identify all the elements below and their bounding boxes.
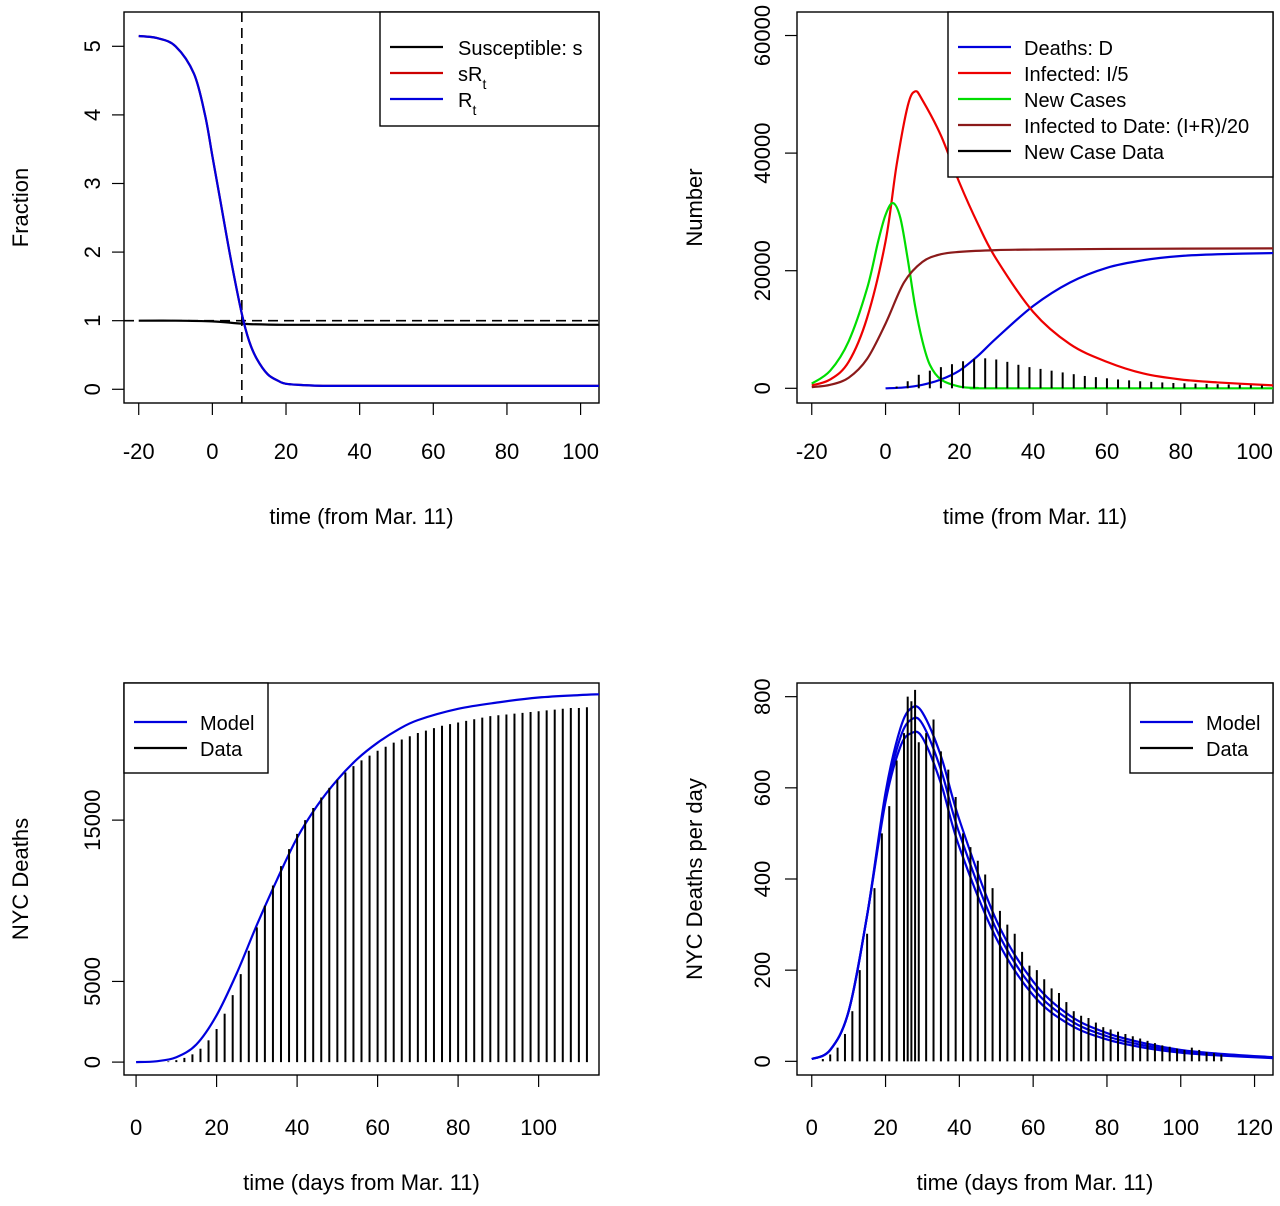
- legend-label: Infected: I/5: [1024, 64, 1129, 86]
- legend-label: Infected to Date: (I+R)/20: [1024, 116, 1249, 138]
- x-tick-label: 40: [1021, 439, 1045, 464]
- y-axis-title: NYC Deaths per day: [682, 778, 707, 980]
- legend-label: Rt: [458, 90, 476, 118]
- x-tick-label: 20: [873, 1115, 897, 1140]
- y-axis-title: NYC Deaths: [8, 818, 33, 940]
- x-tick-label: 120: [1236, 1115, 1273, 1140]
- legend: Deaths: D Infected: I/5 New Cases Infected …: [947, 11, 1274, 178]
- chart-panel-3: 0 20 40 60 80 100 0 5000 15000 time (days from Ma…: [8, 682, 600, 1195]
- legend-box: [1129, 682, 1274, 774]
- y-tick-label: 400: [750, 861, 775, 898]
- legend-box: [947, 11, 1274, 178]
- series-line-model-upper-: [811, 705, 1274, 1061]
- y-tick-label: 40000: [750, 123, 775, 184]
- y-tick-label: 3: [80, 177, 105, 189]
- y-tick-label: 0: [80, 383, 105, 395]
- y-tick-label: 5: [80, 40, 105, 52]
- x-tick-label: 0: [806, 1115, 818, 1140]
- x-tick-label: 100: [1162, 1115, 1199, 1140]
- x-axis-title: time (from Mar. 11): [943, 504, 1127, 529]
- legend-label-subscript: t: [482, 76, 486, 92]
- x-axis-title: time (from Mar. 11): [269, 504, 453, 529]
- legend-box: [379, 11, 600, 127]
- chart-panel-1: -20 0 20 40 60 80 100 0 1 2 3 4 5 time (from Mar. 11)…: [8, 11, 600, 529]
- chart-panel-4: 0 20 40 60 80 100 120 0 200 400 600 800 time (days f…: [682, 678, 1274, 1195]
- y-tick-label: 2: [80, 246, 105, 258]
- series-line-infected-to-date-i-r-20: [811, 247, 1274, 389]
- x-tick-label: 40: [347, 439, 371, 464]
- y-tick-label: 200: [750, 952, 775, 989]
- plot-frame: [123, 682, 600, 1076]
- x-tick-label: 0: [130, 1115, 142, 1140]
- legend-label: Susceptible: s: [458, 38, 583, 60]
- x-tick-label: 60: [1095, 439, 1119, 464]
- y-tick-label: 15000: [80, 790, 105, 851]
- series-line-model: [136, 693, 600, 1064]
- x-axis-title: time (days from Mar. 11): [917, 1170, 1154, 1195]
- y-tick-label: 800: [750, 678, 775, 715]
- legend-label: New Cases: [1024, 90, 1126, 112]
- x-tick-label: 80: [1095, 1115, 1119, 1140]
- y-axis-title: Fraction: [8, 168, 33, 247]
- x-tick-label: 80: [495, 439, 519, 464]
- x-tick-label: 40: [947, 1115, 971, 1140]
- series-line-new-cases: [811, 201, 1274, 390]
- x-tick-label: 100: [562, 439, 599, 464]
- legend-label: Model: [200, 713, 254, 735]
- plot-frame: [123, 11, 600, 404]
- x-tick-label: 80: [446, 1115, 470, 1140]
- y-axis-title: Number: [682, 168, 707, 246]
- x-tick-label: 20: [274, 439, 298, 464]
- legend-box: [123, 682, 269, 774]
- x-tick-label: 100: [1236, 439, 1273, 464]
- legend-label: Data: [200, 739, 243, 761]
- y-tick-label: 1: [80, 315, 105, 327]
- y-tick-label: 20000: [750, 240, 775, 301]
- x-tick-label: 0: [879, 439, 891, 464]
- legend-label: Deaths: D: [1024, 38, 1113, 60]
- x-tick-label: 60: [1021, 1115, 1045, 1140]
- x-tick-label: -20: [123, 439, 155, 464]
- y-tick-label: 600: [750, 769, 775, 806]
- y-tick-label: 0: [750, 1055, 775, 1067]
- x-axis-title: time (days from Mar. 11): [243, 1170, 480, 1195]
- y-tick-label: 0: [750, 382, 775, 394]
- legend: Model Data: [123, 682, 269, 774]
- y-tick-label: 60000: [750, 5, 775, 66]
- legend-label: Data: [1206, 739, 1249, 761]
- chart-panel-2: -20 0 20 40 60 80 100 0 20000 40000 60000 time (fro…: [682, 5, 1274, 529]
- x-tick-label: 60: [365, 1115, 389, 1140]
- x-tick-label: 80: [1169, 439, 1193, 464]
- series-line-r: [138, 34, 599, 388]
- x-tick-label: 20: [947, 439, 971, 464]
- legend-label: Model: [1206, 713, 1260, 735]
- x-tick-label: -20: [796, 439, 828, 464]
- series-line-susceptible-s: [138, 319, 599, 326]
- y-tick-label: 5000: [80, 957, 105, 1006]
- y-tick-label: 4: [80, 109, 105, 121]
- legend-label: New Case Data: [1024, 142, 1165, 164]
- legend: Model Data: [1129, 682, 1274, 774]
- legend-label-subscript: t: [472, 102, 476, 118]
- x-tick-label: 0: [206, 439, 218, 464]
- y-tick-label: 0: [80, 1056, 105, 1068]
- x-tick-label: 20: [204, 1115, 228, 1140]
- series-line-deaths-d: [885, 251, 1274, 390]
- x-tick-label: 60: [421, 439, 445, 464]
- x-tick-label: 100: [520, 1115, 557, 1140]
- x-tick-label: 40: [285, 1115, 309, 1140]
